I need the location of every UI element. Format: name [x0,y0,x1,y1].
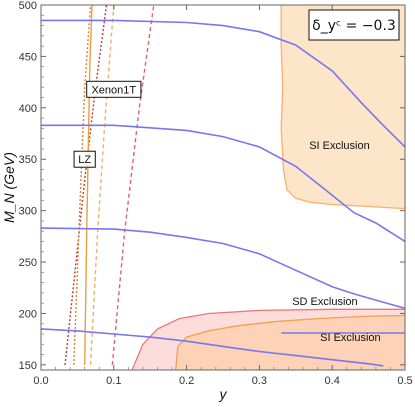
series-line-2 [41,227,405,310]
x-tick-label: 0.4 [325,375,340,387]
boxed-label-0: Xenon1T [86,80,142,98]
region-label-0: SI Exclusion [309,140,370,152]
plot-frame [40,4,406,371]
region-label-1: SD Exclusion [292,296,357,308]
exclusion-region-boundary-2 [175,314,405,370]
parameter-label: δ_yᶜ = −0.3 [312,18,396,34]
y-tick-label: 400 [19,103,37,115]
y-tick-label: 300 [19,206,37,218]
y-tick-label: 200 [19,308,37,320]
annotations: SI Exclusion SD Exclusion SI Exclusion Xeno… [73,80,381,344]
x-tick-label: 0.2 [179,375,194,387]
exclusion-lines [64,5,155,365]
y-tick-label: 150 [19,360,37,372]
exclusion-line-2 [84,5,93,365]
axis-ticks: 0.0 0.1 0.2 0.3 0.4 0.5 150 200 250 300 350 400 450 5… [19,0,413,387]
region-label-2: SI Exclusion [320,332,381,344]
x-tick-label: 0.0 [33,375,48,387]
boxed-label-text: Xenon1T [91,84,136,96]
series-line-0 [41,19,405,148]
y-tick-label: 350 [19,154,37,166]
y-axis-title: M_N (GeV) [1,152,17,223]
exclusion-line-3 [89,5,115,365]
x-tick-label: 0.3 [252,375,267,387]
x-tick-label: 0.5 [397,375,412,387]
y-tick-label: 450 [19,51,37,63]
series-line-1 [41,124,405,243]
x-axis-title: y [219,386,228,402]
mass-contours [41,19,405,367]
boxed-label-1: LZ [73,150,96,168]
boxed-label-text: LZ [78,154,91,166]
y-tick-label: 250 [19,257,37,269]
series-line-3 [41,328,384,367]
x-tick-label: 0.1 [106,375,121,387]
plot-border [40,4,406,371]
exclusion-region-boundary-1 [131,308,405,370]
exclusion-regions [131,5,405,370]
exclusion-region-2 [175,315,405,370]
exclusion-line-4 [111,5,155,365]
parameter-box: δ_yᶜ = −0.3 [308,9,400,41]
y-tick-label: 500 [19,0,37,12]
